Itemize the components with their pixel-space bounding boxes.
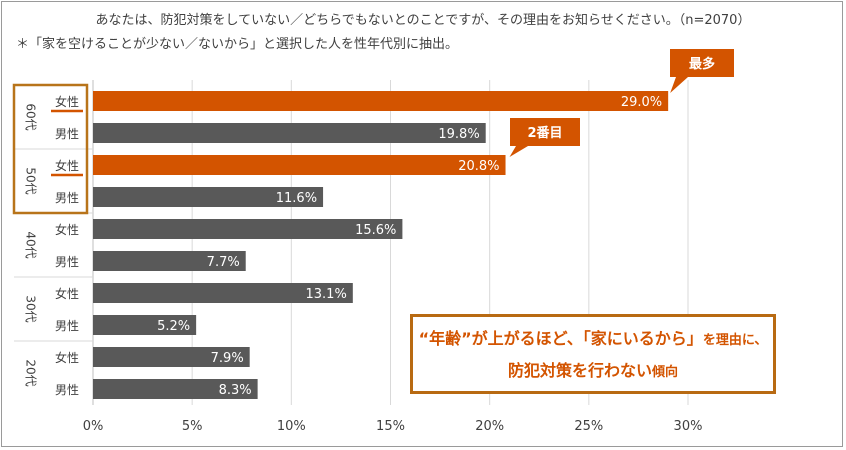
- data-label: 20.8%: [458, 159, 499, 174]
- bar: [93, 91, 669, 111]
- sex-label: 男性: [55, 383, 79, 397]
- callout-text-2a: 防犯対策を行わない: [507, 361, 652, 380]
- bar: [93, 123, 486, 143]
- annotations: 最多 2番目: [509, 49, 734, 157]
- bar: [93, 347, 250, 367]
- bar: [93, 379, 258, 399]
- age-group-label: 50代: [24, 167, 38, 194]
- bar: [93, 283, 353, 303]
- data-label: 19.8%: [438, 127, 479, 142]
- data-label: 29.0%: [621, 95, 662, 110]
- x-tick-label: 15%: [376, 419, 405, 434]
- x-tick-label: 0%: [83, 419, 104, 434]
- annotation-bubble: [509, 118, 580, 157]
- sex-label: 男性: [55, 319, 79, 333]
- age-group-label: 40代: [24, 231, 38, 258]
- callout-line-2: 防犯対策を行わない傾向: [413, 360, 773, 384]
- x-tick-label: 5%: [182, 419, 203, 434]
- data-label: 5.2%: [157, 319, 190, 334]
- bar: [93, 251, 246, 271]
- x-tick-label: 25%: [574, 419, 603, 434]
- bar: [93, 219, 403, 239]
- callout-text-2b: 傾向: [652, 365, 679, 380]
- sex-label: 女性: [55, 286, 79, 301]
- x-tick-label: 10%: [277, 419, 306, 434]
- data-label: 7.7%: [207, 255, 240, 270]
- x-tick-label: 20%: [475, 419, 504, 434]
- data-label: 8.3%: [219, 383, 252, 398]
- callout-text-1b: 「家にいるから」: [582, 329, 703, 348]
- data-label: 13.1%: [306, 287, 347, 302]
- annotation-text: 最多: [689, 56, 715, 72]
- age-group-label: 20代: [24, 359, 38, 386]
- x-tick-label: 30%: [674, 419, 703, 434]
- data-label: 7.9%: [211, 351, 244, 366]
- sex-label: 女性: [55, 350, 79, 365]
- sex-label: 男性: [55, 127, 79, 141]
- sex-label: 女性: [55, 158, 79, 173]
- callout-text-1a: “年齢”が上がるほど、: [418, 329, 583, 348]
- callout-box: “年齢”が上がるほど、「家にいるから」を理由に、 防犯対策を行わない傾向: [410, 314, 776, 394]
- age-group-label: 30代: [24, 295, 38, 322]
- sex-label: 男性: [55, 191, 79, 205]
- x-axis-tick-labels: 0% 5% 10% 15% 20% 25% 30%: [83, 419, 703, 434]
- sex-label: 女性: [55, 222, 79, 237]
- data-label: 11.6%: [276, 191, 317, 206]
- bar: [93, 187, 324, 207]
- age-group-label: 60代: [24, 103, 38, 130]
- bars: 29.0% 19.8% 20.8% 11.6% 15.6% 7.7% 13.1% 5.2% 7.…: [93, 91, 669, 399]
- bar: [93, 155, 506, 175]
- data-label: 15.6%: [355, 223, 396, 238]
- annotation-text: 2番目: [527, 125, 562, 141]
- highlight-frame: [12, 83, 89, 215]
- sex-label: 女性: [55, 94, 79, 109]
- annotation-bubble: [670, 49, 734, 93]
- sex-label: 男性: [55, 255, 79, 269]
- callout-line-1: “年齢”が上がるほど、「家にいるから」を理由に、: [413, 328, 773, 352]
- chart-title: あなたは、防犯対策をしていない／どちらでもないとのことですが、その理由をお知らせ…: [96, 12, 751, 28]
- callout-text-1c: を理由に、: [702, 333, 768, 348]
- bar: [93, 315, 197, 335]
- chart-subtitle: ＊「家を空けることが少ない／ないから」と選択した人を性年代別に抽出。: [16, 36, 458, 52]
